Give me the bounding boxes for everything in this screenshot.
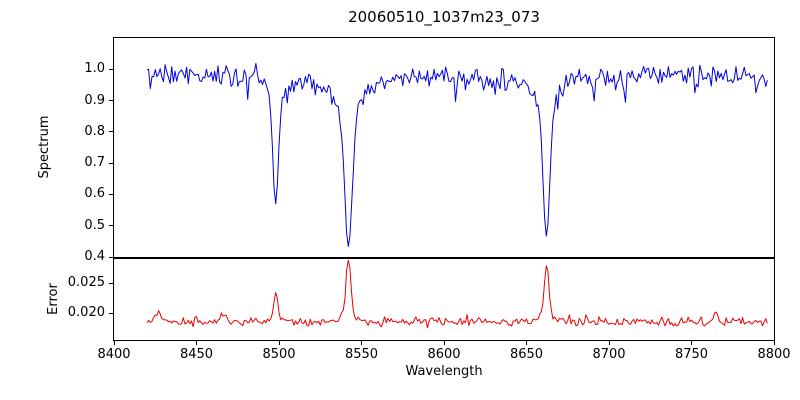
- y-tick-label: 0.6: [84, 186, 105, 202]
- y-tick-label: 0.025: [67, 275, 105, 290]
- x-axis-label: Wavelength: [405, 364, 483, 379]
- y-tick-label: 0.4: [84, 249, 105, 264]
- y-tick-label: 0.9: [84, 92, 105, 108]
- y-tick-mark: [109, 282, 113, 284]
- y-tick-label: 0.8: [84, 123, 105, 139]
- error-panel: [113, 258, 775, 341]
- y-tick-mark: [109, 162, 113, 164]
- x-tick-mark: [443, 341, 445, 345]
- spectrum-panel: [113, 37, 775, 258]
- x-tick-label: 8500: [262, 347, 296, 362]
- x-tick-mark: [691, 341, 692, 345]
- x-tick-mark: [361, 341, 362, 345]
- x-tick-label: 8800: [757, 347, 791, 362]
- y-tick-mark: [109, 193, 113, 195]
- x-tick-label: 8700: [592, 347, 626, 362]
- y-tick-label: 1.0: [84, 61, 105, 77]
- y-tick-label: 0.020: [67, 305, 105, 320]
- y-tick-mark: [109, 68, 113, 70]
- spectrum-plot: [146, 63, 768, 247]
- y-tick-mark: [109, 312, 113, 314]
- chart-title: 20060510_1037m23_073: [348, 8, 540, 26]
- y-tick-mark: [109, 225, 113, 227]
- spectrum-line: [146, 63, 768, 247]
- y-tick-mark: [109, 256, 113, 258]
- error-plot: [146, 259, 768, 329]
- x-tick-label: 8650: [509, 347, 544, 362]
- x-tick-mark: [113, 341, 115, 345]
- error-axis-label: Error: [46, 283, 61, 315]
- y-tick-label: 0.5: [84, 217, 105, 233]
- x-tick-label: 8450: [179, 347, 214, 362]
- x-tick-mark: [526, 341, 527, 345]
- y-tick-mark: [109, 131, 113, 133]
- x-tick-mark: [773, 341, 775, 345]
- x-tick-label: 8750: [674, 347, 709, 362]
- error-line: [146, 259, 768, 329]
- y-tick-label: 0.7: [84, 155, 105, 171]
- spectrum-axis-label: Spectrum: [37, 115, 52, 179]
- x-tick-label: 8550: [344, 347, 379, 362]
- x-tick-mark: [278, 341, 280, 345]
- x-tick-label: 8400: [97, 347, 131, 362]
- y-tick-mark: [109, 100, 113, 102]
- x-tick-mark: [608, 341, 610, 345]
- x-tick-mark: [196, 341, 197, 345]
- x-tick-label: 8600: [427, 347, 461, 362]
